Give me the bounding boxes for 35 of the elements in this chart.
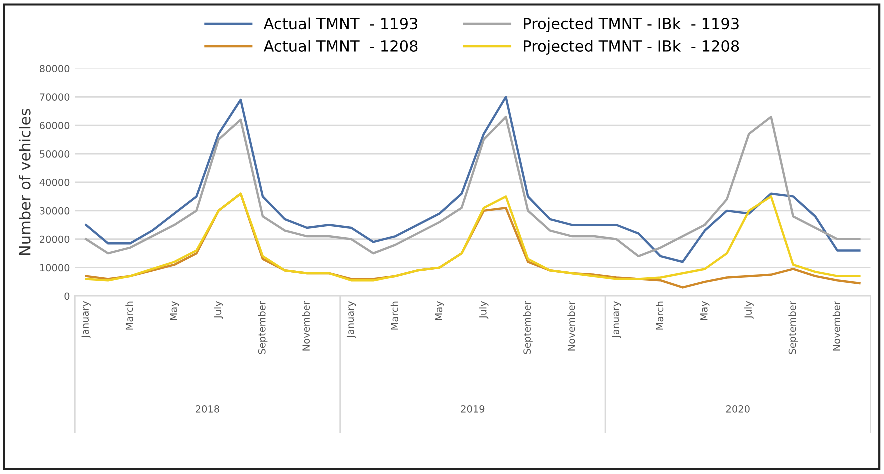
x-tick-label: May bbox=[700, 301, 710, 320]
text: 2018 bbox=[196, 405, 220, 413]
x-tick-label: March bbox=[390, 302, 398, 330]
x-tick-label: November bbox=[302, 301, 310, 351]
x-tick-label: May bbox=[170, 301, 180, 320]
y-axis-title: Number of vehicles bbox=[19, 109, 31, 256]
x-tick-label: July bbox=[744, 301, 754, 320]
y-tick-label: 0 bbox=[64, 292, 70, 300]
y-tick-label: 10000 bbox=[40, 264, 70, 272]
x-tick-label: March bbox=[126, 302, 134, 330]
legend-label: Projected TMNT - IBk - 1193 bbox=[524, 18, 739, 33]
x-tick-label: January bbox=[612, 301, 622, 338]
x-tick-label: May bbox=[435, 301, 444, 320]
y-tick-label: 60000 bbox=[40, 122, 70, 130]
x-tick-label: January bbox=[346, 301, 356, 338]
text: 2020 bbox=[726, 405, 750, 413]
x-tick-label: September bbox=[788, 301, 798, 354]
x-tick-label: November bbox=[832, 301, 840, 351]
y-tick-label: 40000 bbox=[40, 178, 70, 186]
y-tick-label: 80000 bbox=[40, 65, 70, 73]
legend-label: Actual TMNT - 1208 bbox=[264, 40, 418, 52]
x-tick-label: September bbox=[523, 301, 533, 354]
y-tick-label: 70000 bbox=[40, 94, 70, 101]
y-tick-label: 20000 bbox=[40, 236, 70, 244]
x-tick-label: November bbox=[568, 301, 576, 351]
y-tick-label: 30000 bbox=[40, 207, 70, 215]
x-tick-label: September bbox=[258, 301, 268, 354]
legend-label: Actual TMNT - 1193 bbox=[264, 18, 418, 30]
x-tick-label: March bbox=[656, 302, 664, 330]
y-tick-label: 50000 bbox=[40, 150, 70, 158]
text: 2019 bbox=[461, 405, 485, 413]
x-tick-label: July bbox=[479, 301, 489, 320]
x-tick-label: January bbox=[82, 301, 91, 338]
legend-label: Projected TMNT - IBk - 1208 bbox=[524, 40, 740, 55]
x-tick-label: July bbox=[214, 301, 224, 320]
